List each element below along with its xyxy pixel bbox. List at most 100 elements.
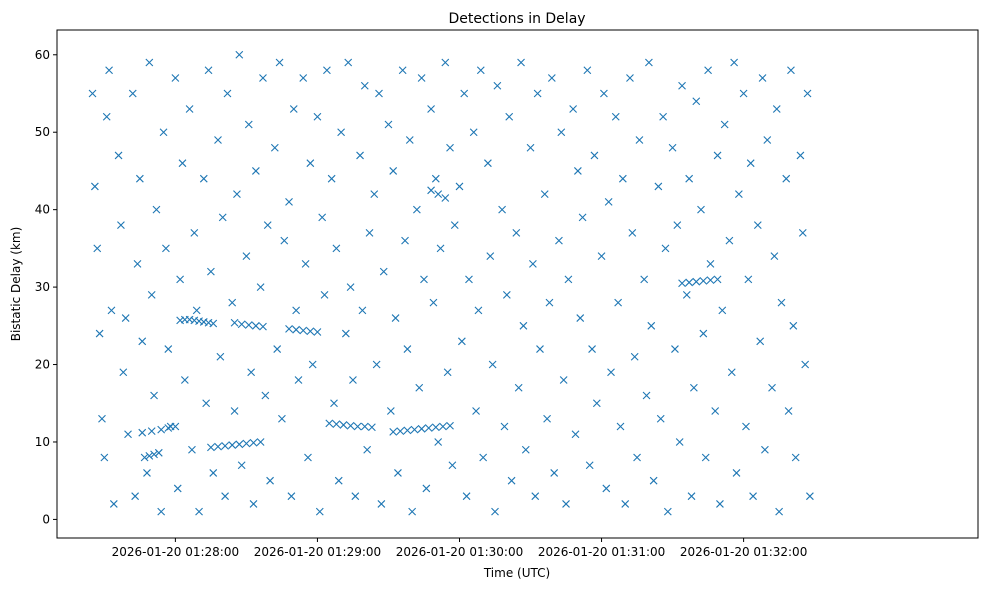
data-point	[365, 229, 374, 237]
data-point	[408, 507, 417, 516]
data-point	[299, 326, 308, 335]
data-point	[739, 89, 748, 98]
data-point	[285, 198, 293, 206]
chart-title: Detections in Delay	[448, 11, 585, 27]
data-point	[403, 426, 412, 435]
data-point	[259, 74, 267, 82]
data-point	[727, 368, 736, 377]
data-point	[88, 89, 97, 98]
data-point	[377, 500, 386, 508]
data-point	[214, 442, 222, 451]
data-point	[493, 81, 502, 90]
data-point	[237, 320, 246, 329]
data-point	[358, 306, 367, 315]
data-point	[244, 321, 253, 329]
data-point	[635, 136, 644, 144]
data-points	[88, 50, 814, 516]
data-point	[375, 89, 383, 98]
y-tick-label: 0	[42, 512, 50, 526]
data-point	[555, 236, 563, 245]
data-point	[699, 277, 708, 285]
data-point	[351, 492, 360, 501]
data-point	[656, 414, 665, 423]
data-point	[540, 190, 549, 199]
data-point	[344, 58, 353, 67]
data-point	[145, 58, 154, 67]
data-point	[403, 345, 412, 353]
data-point	[439, 422, 447, 431]
data-point	[417, 424, 426, 433]
data-point	[143, 469, 151, 477]
data-point	[704, 66, 712, 75]
data-point	[422, 484, 431, 493]
data-point	[133, 259, 142, 268]
x-tick-label: 2026-01-20 01:31:00	[538, 545, 665, 559]
data-point	[147, 290, 156, 299]
data-point	[557, 128, 566, 137]
data-point	[216, 352, 225, 361]
data-point	[602, 484, 611, 493]
data-point	[431, 423, 440, 432]
data-point	[443, 368, 452, 377]
data-point	[571, 430, 580, 439]
data-point	[370, 190, 379, 199]
data-point	[668, 143, 677, 152]
data-point	[645, 58, 653, 67]
data-point	[424, 424, 433, 432]
data-point	[569, 105, 578, 113]
data-point	[251, 167, 260, 175]
data-point	[278, 414, 286, 423]
data-point	[436, 244, 445, 253]
data-point	[124, 430, 132, 439]
data-point	[176, 275, 185, 284]
data-point	[590, 151, 599, 160]
data-point	[431, 174, 440, 183]
data-point	[758, 74, 767, 82]
data-point	[713, 151, 722, 160]
data-point	[545, 298, 554, 307]
data-point	[157, 425, 166, 434]
data-point	[770, 252, 779, 261]
data-point	[292, 325, 301, 334]
data-point	[573, 167, 582, 175]
data-point	[716, 500, 724, 508]
data-point	[334, 476, 343, 485]
data-point	[621, 500, 630, 508]
data-point	[190, 229, 199, 237]
data-point	[171, 74, 180, 82]
data-point	[360, 81, 369, 90]
data-point	[706, 276, 715, 285]
data-point	[285, 325, 293, 333]
data-point	[713, 275, 722, 284]
data-point	[533, 89, 542, 98]
data-point	[207, 267, 215, 276]
data-point	[479, 453, 488, 462]
data-point	[320, 290, 329, 299]
data-point	[121, 314, 130, 322]
data-point	[692, 97, 701, 106]
data-point	[138, 337, 147, 346]
data-point	[249, 438, 258, 447]
data-point	[119, 368, 128, 377]
data-point	[173, 484, 182, 493]
data-point	[502, 290, 511, 299]
data-point	[301, 259, 310, 268]
data-point	[789, 321, 798, 330]
data-point	[389, 167, 398, 175]
data-point	[434, 190, 443, 199]
data-point	[626, 74, 634, 82]
data-point	[685, 278, 694, 287]
data-point	[531, 492, 540, 501]
data-point	[410, 425, 419, 434]
x-tick-label: 2026-01-20 01:30:00	[396, 545, 523, 559]
data-point	[775, 507, 784, 516]
data-point	[199, 174, 208, 183]
data-point	[256, 438, 265, 446]
data-point	[327, 174, 336, 183]
data-point	[469, 128, 478, 137]
data-point	[204, 66, 213, 75]
data-point	[209, 319, 218, 328]
data-point	[604, 198, 613, 206]
data-point	[663, 507, 672, 516]
y-tick-label: 20	[35, 358, 50, 372]
